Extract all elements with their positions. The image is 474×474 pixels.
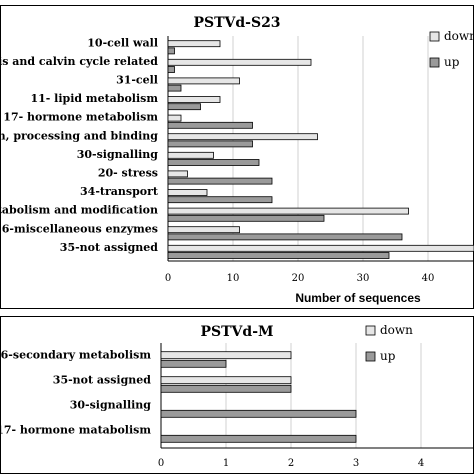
bar-up bbox=[167, 103, 201, 111]
bar-up bbox=[167, 177, 273, 185]
legend-swatch-down bbox=[365, 325, 376, 336]
bar-up bbox=[167, 196, 273, 204]
bar-down bbox=[167, 226, 240, 234]
bars bbox=[167, 40, 474, 259]
category-label: 26-miscellaneous enzymes bbox=[0, 222, 158, 235]
panel-frame bbox=[0, 5, 474, 309]
bar-up bbox=[160, 409, 357, 418]
bars bbox=[160, 351, 357, 443]
legend-label-up: up bbox=[444, 55, 460, 69]
bar-up bbox=[167, 66, 175, 73]
bar-up bbox=[167, 140, 253, 148]
bar-down bbox=[167, 207, 409, 215]
category-label: 34-transport bbox=[80, 185, 159, 198]
bar-up bbox=[167, 159, 260, 166]
legend: down up bbox=[365, 323, 413, 363]
x-tick-label: 30 bbox=[357, 273, 370, 284]
panel-pstvd-m: PSTVd-M 16-secondary metabolism 35-not as… bbox=[0, 316, 474, 474]
bar-down bbox=[167, 244, 474, 252]
bar-down bbox=[167, 170, 188, 178]
category-label: esis and calvin cycle related bbox=[0, 55, 158, 68]
bar-down bbox=[167, 96, 221, 103]
panel-pstvd-s23: PSTVd-S23 Number of sequences 10-cell wa… bbox=[0, 5, 474, 309]
x-tick-label: 20 bbox=[292, 273, 305, 284]
category-label: etabolism and modification bbox=[0, 204, 158, 217]
x-axis-label: Number of sequences bbox=[295, 291, 421, 305]
category-labels: 16-secondary metabolism 35-not assigned 30… bbox=[0, 349, 151, 437]
category-label: 10-cell wall bbox=[87, 36, 158, 49]
gridlines bbox=[167, 36, 474, 262]
category-labels: 10-cell wall esis and calvin cycle relate… bbox=[0, 36, 159, 254]
x-tick-label: 0 bbox=[165, 273, 171, 284]
chart-title: PSTVd-M bbox=[200, 324, 273, 340]
category-label: 35-not assigned bbox=[60, 241, 158, 254]
category-label: 17- hormone metabolism bbox=[3, 111, 158, 124]
bar-down bbox=[167, 40, 221, 48]
bar-down bbox=[167, 77, 240, 85]
bar-down bbox=[160, 351, 292, 360]
category-label: 11- lipid metabolism bbox=[30, 92, 158, 105]
category-label: 20- stress bbox=[98, 167, 158, 180]
x-tick-label: 4 bbox=[418, 458, 424, 469]
legend-label-up: up bbox=[380, 349, 396, 363]
category-label: 30-signalling bbox=[70, 399, 152, 412]
category-label: 17- hormone matabolism bbox=[0, 424, 151, 437]
bar-up bbox=[167, 233, 403, 241]
legend-swatch-up bbox=[365, 351, 376, 362]
bar-down bbox=[167, 114, 182, 122]
x-tick-label: 2 bbox=[288, 458, 294, 469]
x-tick-label: 3 bbox=[353, 458, 359, 469]
bar-up bbox=[167, 214, 325, 222]
x-tick-label: 10 bbox=[227, 273, 240, 284]
bar-down bbox=[167, 58, 312, 66]
x-tick-label: 40 bbox=[422, 273, 435, 284]
bar-up bbox=[167, 47, 175, 55]
category-label: 16-secondary metabolism bbox=[0, 349, 151, 362]
bar-up bbox=[160, 434, 357, 443]
bar-down bbox=[167, 151, 214, 159]
bar-down bbox=[167, 189, 208, 196]
gridlines bbox=[160, 343, 474, 449]
bar-up bbox=[167, 121, 253, 129]
panel-frame bbox=[0, 316, 474, 474]
bar-up bbox=[167, 84, 182, 92]
x-tick-label: 0 bbox=[158, 458, 164, 469]
legend-label-down: down bbox=[380, 323, 413, 337]
bar-up bbox=[167, 252, 390, 259]
bar-down bbox=[167, 133, 318, 141]
category-label: 30-signalling bbox=[77, 148, 159, 161]
x-tick-label: 1 bbox=[223, 458, 229, 469]
bar-up bbox=[160, 359, 227, 368]
chart-title: PSTVd-S23 bbox=[193, 15, 280, 31]
legend-swatch-down bbox=[429, 31, 440, 42]
category-label: ion, processing and binding bbox=[0, 129, 158, 142]
legend-swatch-up bbox=[429, 57, 440, 68]
legend-label-down: down bbox=[444, 29, 474, 43]
x-tick-labels: 0 1 2 3 4 bbox=[158, 458, 424, 469]
bar-down bbox=[160, 376, 292, 385]
x-tick-labels: 0 10 20 30 40 bbox=[165, 273, 435, 284]
category-label: 31-cell bbox=[116, 74, 158, 87]
category-label: 35-not assigned bbox=[53, 374, 151, 387]
legend: down up bbox=[429, 29, 474, 69]
bar-up bbox=[160, 384, 292, 393]
